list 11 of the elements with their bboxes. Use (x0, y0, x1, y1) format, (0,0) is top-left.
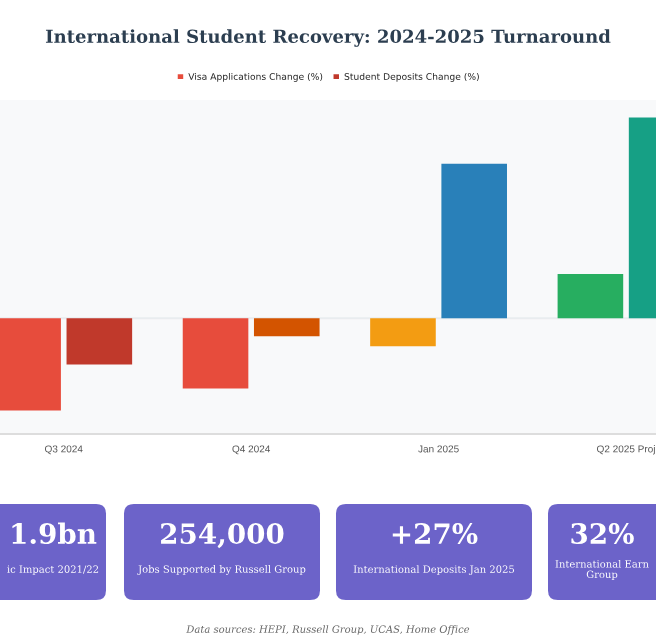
bar (66, 318, 133, 365)
bar (441, 163, 507, 319)
text: 32% (571, 523, 634, 545)
bar (370, 318, 436, 347)
bar (182, 318, 249, 389)
chart-title: International Student Recovery: 2024-2025 Turnaround (45, 29, 611, 47)
bar (253, 318, 320, 337)
text: 254,000 (161, 523, 284, 549)
text: +27% (392, 523, 478, 545)
bar (557, 274, 624, 319)
text: 1.9bn (12, 522, 97, 545)
